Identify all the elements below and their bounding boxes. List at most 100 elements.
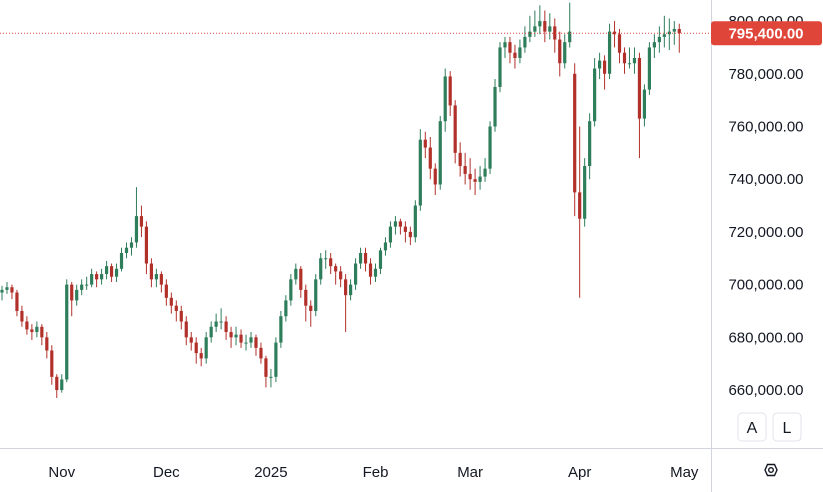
candle[interactable] xyxy=(473,168,477,196)
log-scale-button[interactable]: L xyxy=(772,412,802,442)
candle[interactable] xyxy=(498,42,502,93)
candle[interactable] xyxy=(289,274,293,306)
candle[interactable] xyxy=(373,263,378,282)
settings-icon[interactable] xyxy=(764,463,778,477)
candle[interactable] xyxy=(617,28,622,64)
candle[interactable] xyxy=(299,266,303,298)
candle[interactable] xyxy=(45,332,49,359)
candle[interactable] xyxy=(139,205,144,238)
candle[interactable] xyxy=(15,289,19,317)
candle[interactable] xyxy=(224,316,228,340)
candle[interactable] xyxy=(219,308,223,330)
candle[interactable] xyxy=(60,374,64,393)
candle[interactable] xyxy=(558,31,562,77)
candle[interactable] xyxy=(279,310,283,348)
candle[interactable] xyxy=(478,166,482,190)
candle[interactable] xyxy=(159,271,163,293)
candle[interactable] xyxy=(383,237,388,256)
candle[interactable] xyxy=(647,42,651,95)
candle[interactable] xyxy=(274,337,278,383)
candle[interactable] xyxy=(234,326,238,346)
candle[interactable] xyxy=(164,279,168,306)
price-axis[interactable]: 800,000.00780,000.00760,000.00740,000.00… xyxy=(711,0,804,492)
candle[interactable] xyxy=(607,23,612,80)
candle[interactable] xyxy=(169,292,173,314)
candle[interactable] xyxy=(453,100,457,164)
candle[interactable] xyxy=(214,313,218,333)
candle[interactable] xyxy=(642,84,647,127)
candle[interactable] xyxy=(329,252,333,275)
candle[interactable] xyxy=(573,63,577,217)
candle[interactable] xyxy=(30,324,34,340)
candle[interactable] xyxy=(80,279,84,296)
candle[interactable] xyxy=(35,321,39,338)
candle[interactable] xyxy=(239,329,243,348)
candle[interactable] xyxy=(418,129,422,211)
candle[interactable] xyxy=(324,250,328,269)
candle[interactable] xyxy=(632,47,637,74)
candle[interactable] xyxy=(368,258,373,285)
candle[interactable] xyxy=(174,300,178,322)
candle[interactable] xyxy=(622,47,627,74)
candle[interactable] xyxy=(149,258,153,288)
candle[interactable] xyxy=(20,305,24,327)
candle[interactable] xyxy=(134,187,139,248)
candle[interactable] xyxy=(349,279,353,301)
candle[interactable] xyxy=(229,326,233,348)
candle[interactable] xyxy=(124,242,129,259)
candle[interactable] xyxy=(284,295,288,322)
candle[interactable] xyxy=(5,281,9,294)
candle[interactable] xyxy=(513,44,517,69)
candle[interactable] xyxy=(339,266,343,288)
candle[interactable] xyxy=(334,263,338,285)
candle[interactable] xyxy=(294,263,298,285)
candle[interactable] xyxy=(403,221,407,243)
candle[interactable] xyxy=(662,15,666,48)
candle[interactable] xyxy=(538,5,542,35)
candle[interactable] xyxy=(518,39,522,64)
candle[interactable] xyxy=(493,79,497,132)
candle[interactable] xyxy=(578,126,582,298)
candle[interactable] xyxy=(463,152,467,185)
candle[interactable] xyxy=(598,52,602,80)
candle[interactable] xyxy=(70,281,74,317)
candle[interactable] xyxy=(388,221,393,248)
candle[interactable] xyxy=(184,316,188,346)
candle[interactable] xyxy=(309,300,313,327)
candle[interactable] xyxy=(398,218,402,235)
candle[interactable] xyxy=(154,268,158,288)
candle[interactable] xyxy=(304,284,308,322)
candle[interactable] xyxy=(483,158,487,182)
candle[interactable] xyxy=(627,47,632,69)
candle[interactable] xyxy=(588,113,592,180)
time-axis[interactable]: Nov Dec 2025 Feb Mar Apr May xyxy=(0,448,823,482)
candle[interactable] xyxy=(0,285,4,301)
candle[interactable] xyxy=(602,55,607,90)
candle[interactable] xyxy=(209,321,213,343)
candle[interactable] xyxy=(204,332,208,364)
candle[interactable] xyxy=(637,52,642,159)
candles[interactable] xyxy=(0,2,681,398)
candle[interactable] xyxy=(314,274,318,317)
candle[interactable] xyxy=(652,34,656,58)
candle[interactable] xyxy=(358,247,363,269)
auto-scale-button[interactable]: A xyxy=(737,412,767,442)
candle[interactable] xyxy=(269,368,273,388)
candle[interactable] xyxy=(40,324,44,346)
candle[interactable] xyxy=(657,26,661,53)
candle[interactable] xyxy=(593,57,597,127)
candle[interactable] xyxy=(583,158,587,227)
candle[interactable] xyxy=(75,284,79,306)
candle[interactable] xyxy=(378,247,383,275)
candle[interactable] xyxy=(129,237,134,256)
candle[interactable] xyxy=(438,115,442,190)
candle[interactable] xyxy=(25,316,29,335)
candle[interactable] xyxy=(443,68,447,132)
candle[interactable] xyxy=(144,221,149,275)
candle[interactable] xyxy=(543,10,547,43)
candle[interactable] xyxy=(244,334,248,351)
candle[interactable] xyxy=(563,34,567,69)
candle[interactable] xyxy=(264,355,268,388)
candle[interactable] xyxy=(428,137,432,180)
candle[interactable] xyxy=(249,332,253,348)
